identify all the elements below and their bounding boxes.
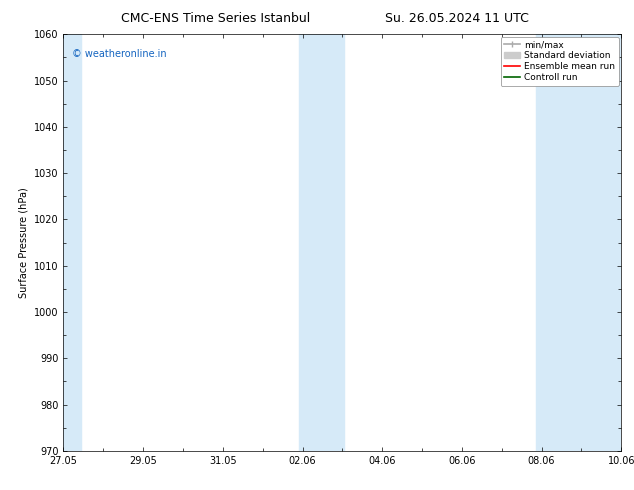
Text: © weatheronline.in: © weatheronline.in <box>72 49 166 59</box>
Bar <box>536 34 621 451</box>
Legend: min/max, Standard deviation, Ensemble mean run, Controll run: min/max, Standard deviation, Ensemble me… <box>500 37 619 86</box>
Y-axis label: Surface Pressure (hPa): Surface Pressure (hPa) <box>18 187 29 298</box>
Bar <box>299 34 344 451</box>
Text: CMC-ENS Time Series Istanbul: CMC-ENS Time Series Istanbul <box>121 12 310 25</box>
Bar <box>63 34 81 451</box>
Text: Su. 26.05.2024 11 UTC: Su. 26.05.2024 11 UTC <box>385 12 528 25</box>
